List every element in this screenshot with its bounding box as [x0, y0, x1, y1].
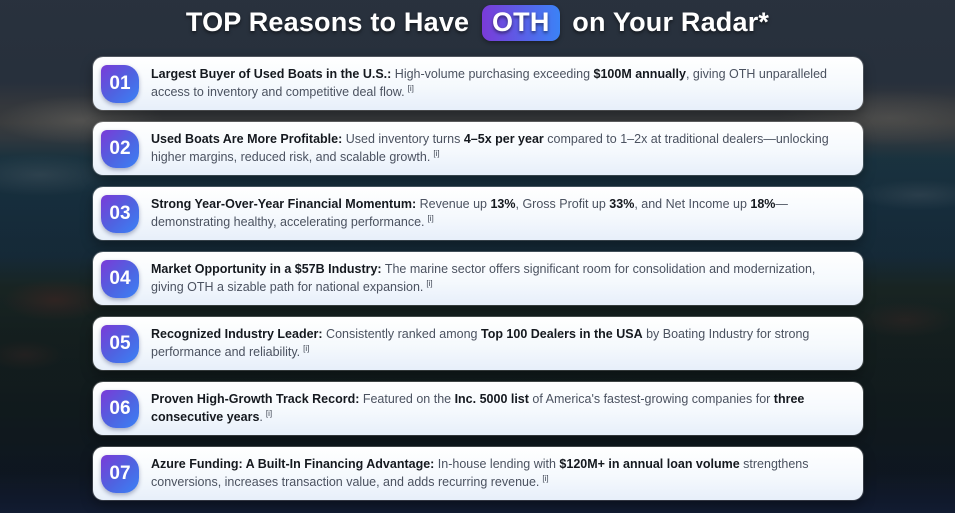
- card-text-plain: , and Net Income up: [634, 196, 751, 211]
- card-number-badge: 06: [101, 389, 139, 428]
- card-text: Proven High-Growth Track Record: Feature…: [151, 390, 845, 428]
- card-text: Largest Buyer of Used Boats in the U.S.:…: [151, 65, 845, 103]
- card-text-bold: Proven High-Growth Track Record:: [151, 391, 360, 406]
- reason-card: 03 Strong Year-Over-Year Financial Moment…: [93, 187, 863, 240]
- card-text-plain: of America's fastest-growing companies f…: [528, 391, 774, 406]
- card-text-plain: , Gross Profit up: [515, 196, 610, 211]
- card-text-bold: 4–5x per year: [463, 131, 544, 146]
- card-text-bold: $100M annually: [593, 66, 686, 81]
- card-text: Strong Year-Over-Year Financial Momentum…: [151, 195, 845, 233]
- citation-marker: [i]: [303, 344, 310, 354]
- page-title: TOP Reasons to Have OTH on Your Radar*: [0, 5, 955, 41]
- card-text-bold: Largest Buyer of Used Boats in the U.S.:: [151, 66, 392, 81]
- reason-card: 02 Used Boats Are More Profitable: Used i…: [93, 122, 863, 175]
- card-text-plain: compared to 1–2x at traditional dealers—…: [151, 131, 829, 165]
- card-number-badge: 05: [101, 324, 139, 363]
- citation-marker: [i]: [426, 279, 433, 289]
- title-post: on Your Radar*: [572, 7, 770, 37]
- title-pre: TOP Reasons to Have: [185, 7, 470, 37]
- card-text: Used Boats Are More Profitable: Used inv…: [151, 130, 845, 168]
- citation-marker: [i]: [427, 214, 434, 224]
- card-text-bold: Azure Funding: A Built-In Financing Adva…: [151, 456, 435, 471]
- card-text-plain: Used inventory turns: [342, 131, 464, 146]
- card-text-plain: .: [259, 410, 263, 425]
- card-text-bold: Used Boats Are More Profitable:: [151, 131, 343, 146]
- card-text: Recognized Industry Leader: Consistently…: [151, 325, 845, 363]
- card-text: Azure Funding: A Built-In Financing Adva…: [151, 455, 845, 493]
- card-text-plain: , giving OTH unparalleled access to inve…: [151, 66, 827, 100]
- card-text-plain: In-house lending with: [434, 456, 560, 471]
- card-text-plain: High-volume purchasing exceeding: [391, 66, 594, 81]
- card-text-bold: Market Opportunity in a $57B Industry:: [151, 261, 382, 276]
- card-text-bold: 18%: [750, 196, 776, 211]
- card-text-bold: Inc. 5000 list: [454, 391, 529, 406]
- citation-marker: [i]: [407, 84, 414, 94]
- card-text-plain: strengthens conversions, increases trans…: [151, 456, 809, 490]
- citation-marker: [i]: [542, 474, 549, 484]
- card-text-plain: —demonstrating healthy, accelerating per…: [151, 196, 788, 230]
- card-text-plain: by Boating Industry for strong performan…: [151, 326, 810, 360]
- card-text-bold: Recognized Industry Leader:: [151, 326, 323, 341]
- reason-card: 07 Azure Funding: A Built-In Financing Ad…: [93, 447, 863, 500]
- card-text-plain: The marine sector offers significant roo…: [151, 261, 816, 295]
- oth-ticker-chip: OTH: [481, 5, 560, 41]
- card-number-badge: 02: [101, 129, 139, 168]
- card-number-badge: 01: [101, 64, 139, 103]
- reason-card: 06 Proven High-Growth Track Record: Featu…: [93, 382, 863, 435]
- reason-card: 05 Recognized Industry Leader: Consistent…: [93, 317, 863, 370]
- card-text-plain: Featured on the: [359, 391, 455, 406]
- card-text-bold: Strong Year-Over-Year Financial Momentum…: [151, 196, 417, 211]
- card-text-bold: 33%: [609, 196, 635, 211]
- citation-marker: [i]: [265, 409, 273, 419]
- card-text-bold: $120M+ in annual loan volume: [559, 456, 740, 471]
- reason-card: 04 Market Opportunity in a $57B Industry:…: [93, 252, 863, 305]
- card-number-badge: 03: [101, 194, 139, 233]
- reason-card: 01 Largest Buyer of Used Boats in the U.S…: [93, 57, 863, 110]
- citation-marker: [i]: [433, 149, 440, 159]
- card-text-plain: Revenue up: [416, 196, 491, 211]
- card-text-bold: three consecutive years: [151, 391, 805, 425]
- reasons-list: 01 Largest Buyer of Used Boats in the U.S…: [93, 57, 863, 500]
- card-text-bold: Top 100 Dealers in the USA: [480, 326, 643, 341]
- card-text-bold: 13%: [490, 196, 516, 211]
- card-text: Market Opportunity in a $57B Industry: T…: [151, 260, 845, 298]
- card-text-plain: Consistently ranked among: [322, 326, 481, 341]
- card-number-badge: 04: [101, 259, 139, 298]
- card-number-badge: 07: [101, 454, 139, 493]
